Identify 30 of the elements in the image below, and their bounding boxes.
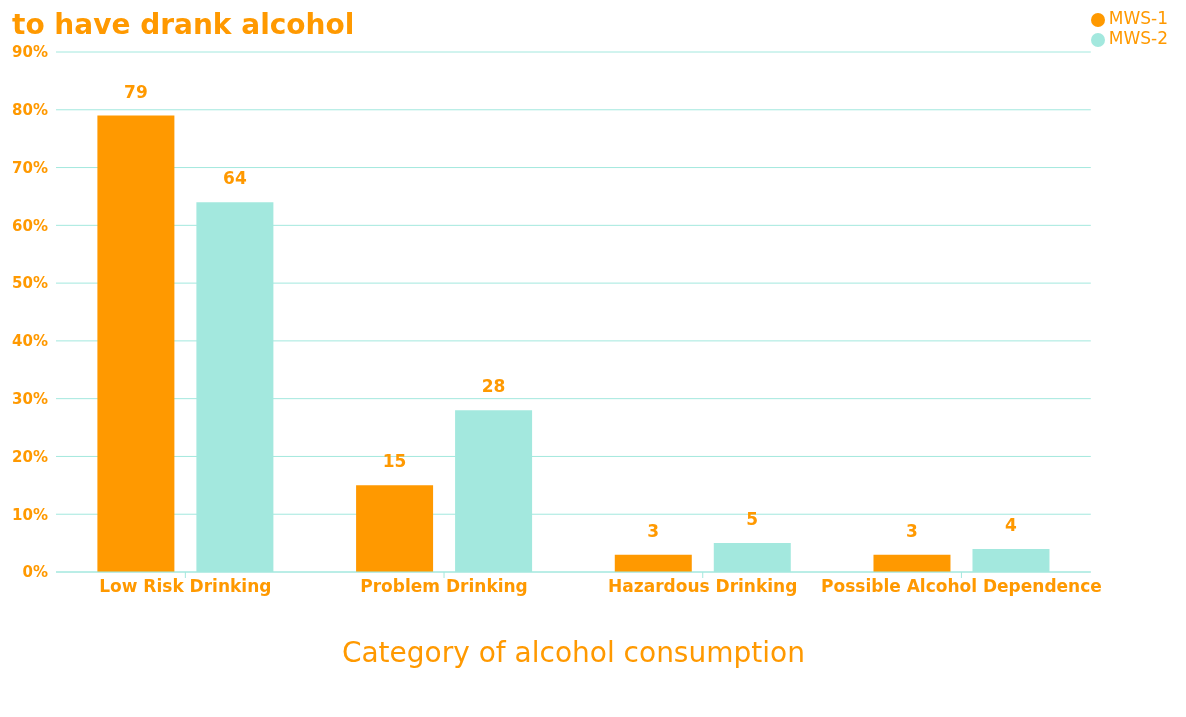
y-tick-label: 80%: [12, 101, 48, 120]
y-tick-label: 30%: [12, 389, 48, 408]
y-tick-label: 70%: [12, 158, 48, 177]
x-tick-label: Problem Drinking: [360, 576, 528, 597]
data-label: 4: [1005, 514, 1018, 535]
data-label: 64: [223, 168, 247, 189]
bar: [873, 554, 951, 572]
y-tick-label: 50%: [12, 274, 48, 293]
bar: [614, 554, 692, 572]
x-tick-label: Low Risk Drinking: [99, 576, 272, 597]
x-axis-title: Category of alcohol consumption: [341, 636, 805, 669]
bar: [356, 485, 434, 572]
y-tick-label: 40%: [12, 332, 48, 351]
y-tick-label: 90%: [12, 43, 48, 62]
data-label: 3: [906, 520, 918, 541]
y-tick-label: 60%: [12, 216, 48, 235]
x-tick-label: Hazardous Drinking: [608, 576, 798, 597]
y-tick-label: 20%: [12, 447, 48, 466]
y-tick-label: 10%: [12, 505, 48, 524]
data-label: 5: [746, 509, 759, 530]
data-label: 79: [124, 81, 148, 102]
x-tick-label: Possible Alcohol Dependence: [821, 576, 1102, 597]
y-tick-label: 0%: [22, 563, 48, 582]
data-label: 3: [647, 520, 660, 541]
data-label: 15: [382, 451, 407, 472]
chart-title: to have drank alcohol: [12, 8, 355, 41]
legend-label: MWS-1: [1108, 8, 1168, 28]
legend-label: MWS-2: [1108, 28, 1168, 48]
bar: [97, 115, 175, 572]
data-label: 28: [481, 376, 506, 397]
